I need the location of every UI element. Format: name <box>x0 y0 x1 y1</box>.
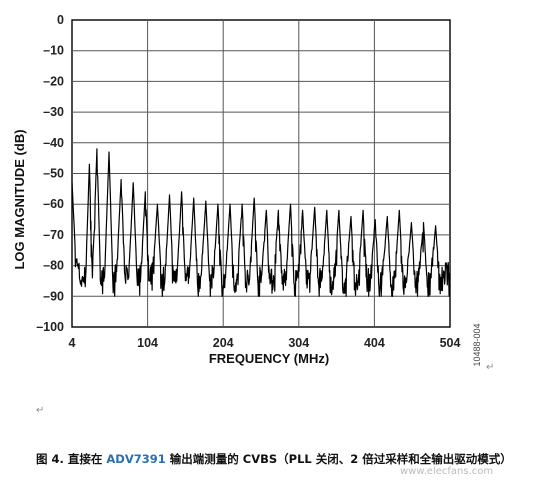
y-tick-label: –30 <box>43 105 64 119</box>
y-tick-label: –60 <box>43 197 64 211</box>
caption-suffix: 输出端测量的 CVBS（PLL 关闭、2 倍过采样和全输出驱动模式） <box>165 452 512 466</box>
x-tick-label: 504 <box>440 336 461 350</box>
y-axis-title: LOG MAGNITUDE (dB) <box>12 129 27 269</box>
figure-code: 10488-004 <box>472 323 482 366</box>
watermark: www.elecfans.com <box>400 466 494 477</box>
caption-part-name: ADV7391 <box>106 452 166 466</box>
y-tick-label: 0 <box>57 13 64 27</box>
y-tick-label: –90 <box>43 289 64 303</box>
x-tick-label: 104 <box>137 336 158 350</box>
y-axis-ticks: 0 –10 –20 –30 –40 –50 –60 –70 –80 –90 –100 <box>36 13 64 334</box>
figure-caption: 图 4. 直接在 ADV7391 输出端测量的 CVBS（PLL 关闭、2 倍过… <box>36 451 533 467</box>
x-axis-ticks: 4 104 204 304 404 504 <box>69 336 461 350</box>
series-line <box>71 148 451 297</box>
grid <box>72 20 450 327</box>
x-axis-title: FREQUENCY (MHz) <box>209 351 329 366</box>
y-tick-label: –50 <box>43 167 64 181</box>
y-tick-label: –80 <box>43 259 64 273</box>
x-tick-label: 204 <box>213 336 234 350</box>
y-tick-label: –20 <box>43 74 64 88</box>
paragraph-mark: ↵ <box>486 362 495 373</box>
x-tick-label: 304 <box>288 336 309 350</box>
y-tick-label: –40 <box>43 136 64 150</box>
x-tick-label: 4 <box>69 336 76 350</box>
caption-prefix: 图 4. 直接在 <box>36 452 107 466</box>
spectrum-chart: 0 –10 –20 –30 –40 –50 –60 –70 –80 –90 –100 4 104 204… <box>12 13 482 367</box>
y-tick-label: –70 <box>43 228 64 242</box>
y-tick-label: –100 <box>36 320 64 334</box>
paragraph-mark: ↵ <box>36 405 45 416</box>
y-tick-label: –10 <box>43 44 64 58</box>
x-tick-label: 404 <box>364 336 385 350</box>
